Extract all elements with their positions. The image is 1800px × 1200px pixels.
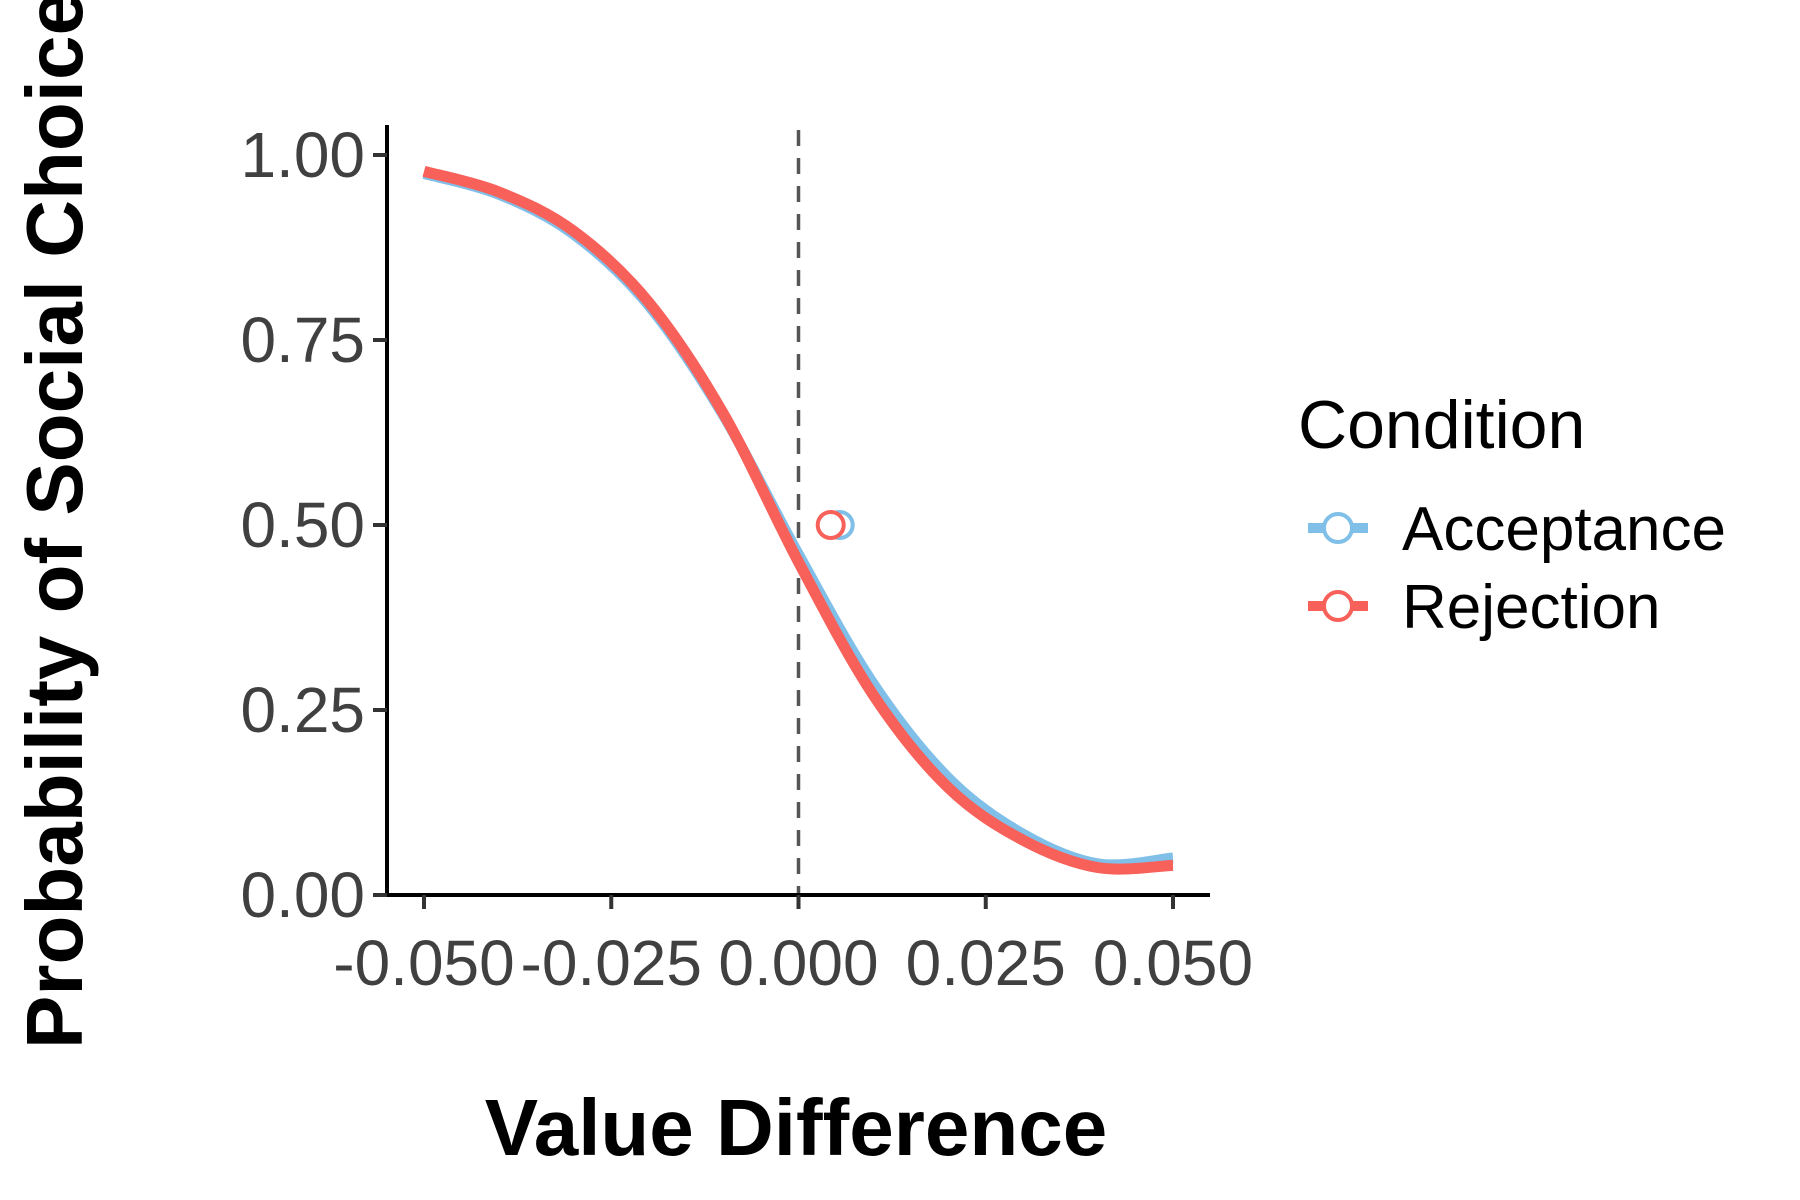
midpoint-marker-rejection [815,510,846,540]
legend-title: Condition [1298,387,1585,463]
y-axis-title: Probability of Social Choice [10,0,99,1049]
marker-layer [815,510,855,540]
legend: Condition Acceptance Rejection [1298,387,1726,642]
legend-key-marker [1322,512,1354,544]
y-ticks: 0.00 0.25 0.50 0.75 1.00 [240,119,387,931]
y-tick-label: 0.25 [240,674,365,746]
plot-area [422,130,1174,895]
legend-item-acceptance: Acceptance [1308,495,1726,564]
legend-key-marker [1322,590,1354,622]
x-ticks: -0.050 -0.025 0.000 0.025 0.050 [333,895,1253,999]
x-tick-label: 0.000 [718,927,878,999]
series-layer [422,165,1174,875]
x-tick-label: -0.050 [333,927,514,999]
y-tick-label: 1.00 [240,119,365,191]
x-tick-label: -0.025 [521,927,702,999]
x-tick-label: 0.025 [906,927,1066,999]
legend-items: Acceptance Rejection [1308,495,1726,642]
legend-item-rejection: Rejection [1308,573,1660,642]
axes: 0.00 0.25 0.50 0.75 1.00 -0.050 -0.025 0.000 0.… [240,119,1253,999]
legend-label: Rejection [1402,573,1660,642]
x-axis-title: Value Difference [485,1083,1108,1172]
y-tick-label: 0.50 [240,489,365,561]
x-tick-label: 0.050 [1093,927,1253,999]
series-line-rejection [422,165,1174,875]
legend-label: Acceptance [1402,495,1726,564]
y-tick-label: 0.75 [240,304,365,376]
y-tick-label: 0.00 [240,859,365,931]
